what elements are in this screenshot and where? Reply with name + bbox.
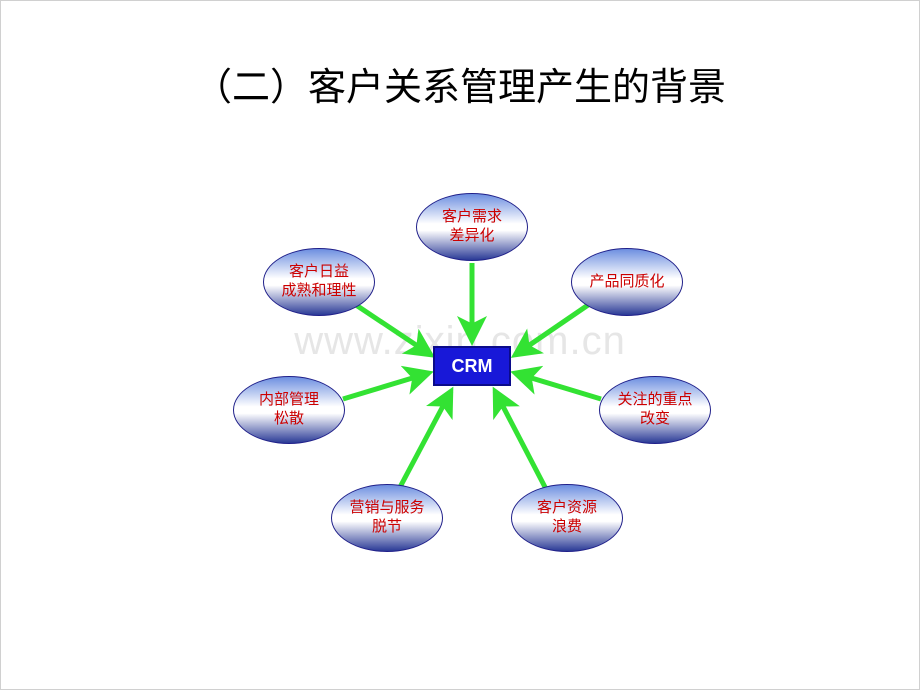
ellipse-node-n7: 客户日益 成熟和理性 bbox=[263, 248, 375, 316]
ellipse-node-n2: 产品同质化 bbox=[571, 248, 683, 316]
ellipse-node-label: 关注的重点 改变 bbox=[617, 391, 692, 429]
edge-n7 bbox=[353, 303, 431, 355]
ellipse-node-n1: 客户需求 差异化 bbox=[416, 193, 528, 261]
edge-n3 bbox=[515, 373, 601, 399]
ellipse-node-n6: 内部管理 松散 bbox=[233, 376, 345, 444]
edge-n2 bbox=[515, 303, 591, 355]
ellipse-node-label: 营销与服务 脱节 bbox=[349, 499, 424, 537]
center-node: CRM bbox=[433, 346, 511, 386]
ellipse-node-n4: 客户资源 浪费 bbox=[511, 484, 623, 552]
edge-n5 bbox=[399, 391, 451, 489]
center-node-label: CRM bbox=[452, 356, 493, 377]
ellipse-node-label: 内部管理 松散 bbox=[259, 391, 319, 429]
ellipse-node-label: 客户需求 差异化 bbox=[442, 208, 502, 246]
slide: www.zixin.com.cn （二）客户关系管理产生的背景 客户需求 差异化… bbox=[0, 0, 920, 690]
ellipse-node-label: 客户资源 浪费 bbox=[537, 499, 597, 537]
ellipse-node-label: 客户日益 成熟和理性 bbox=[281, 263, 356, 301]
edge-n4 bbox=[495, 391, 546, 489]
ellipse-node-n3: 关注的重点 改变 bbox=[599, 376, 711, 444]
edge-n6 bbox=[343, 373, 429, 399]
ellipse-node-n5: 营销与服务 脱节 bbox=[331, 484, 443, 552]
ellipse-node-label: 产品同质化 bbox=[589, 273, 664, 292]
